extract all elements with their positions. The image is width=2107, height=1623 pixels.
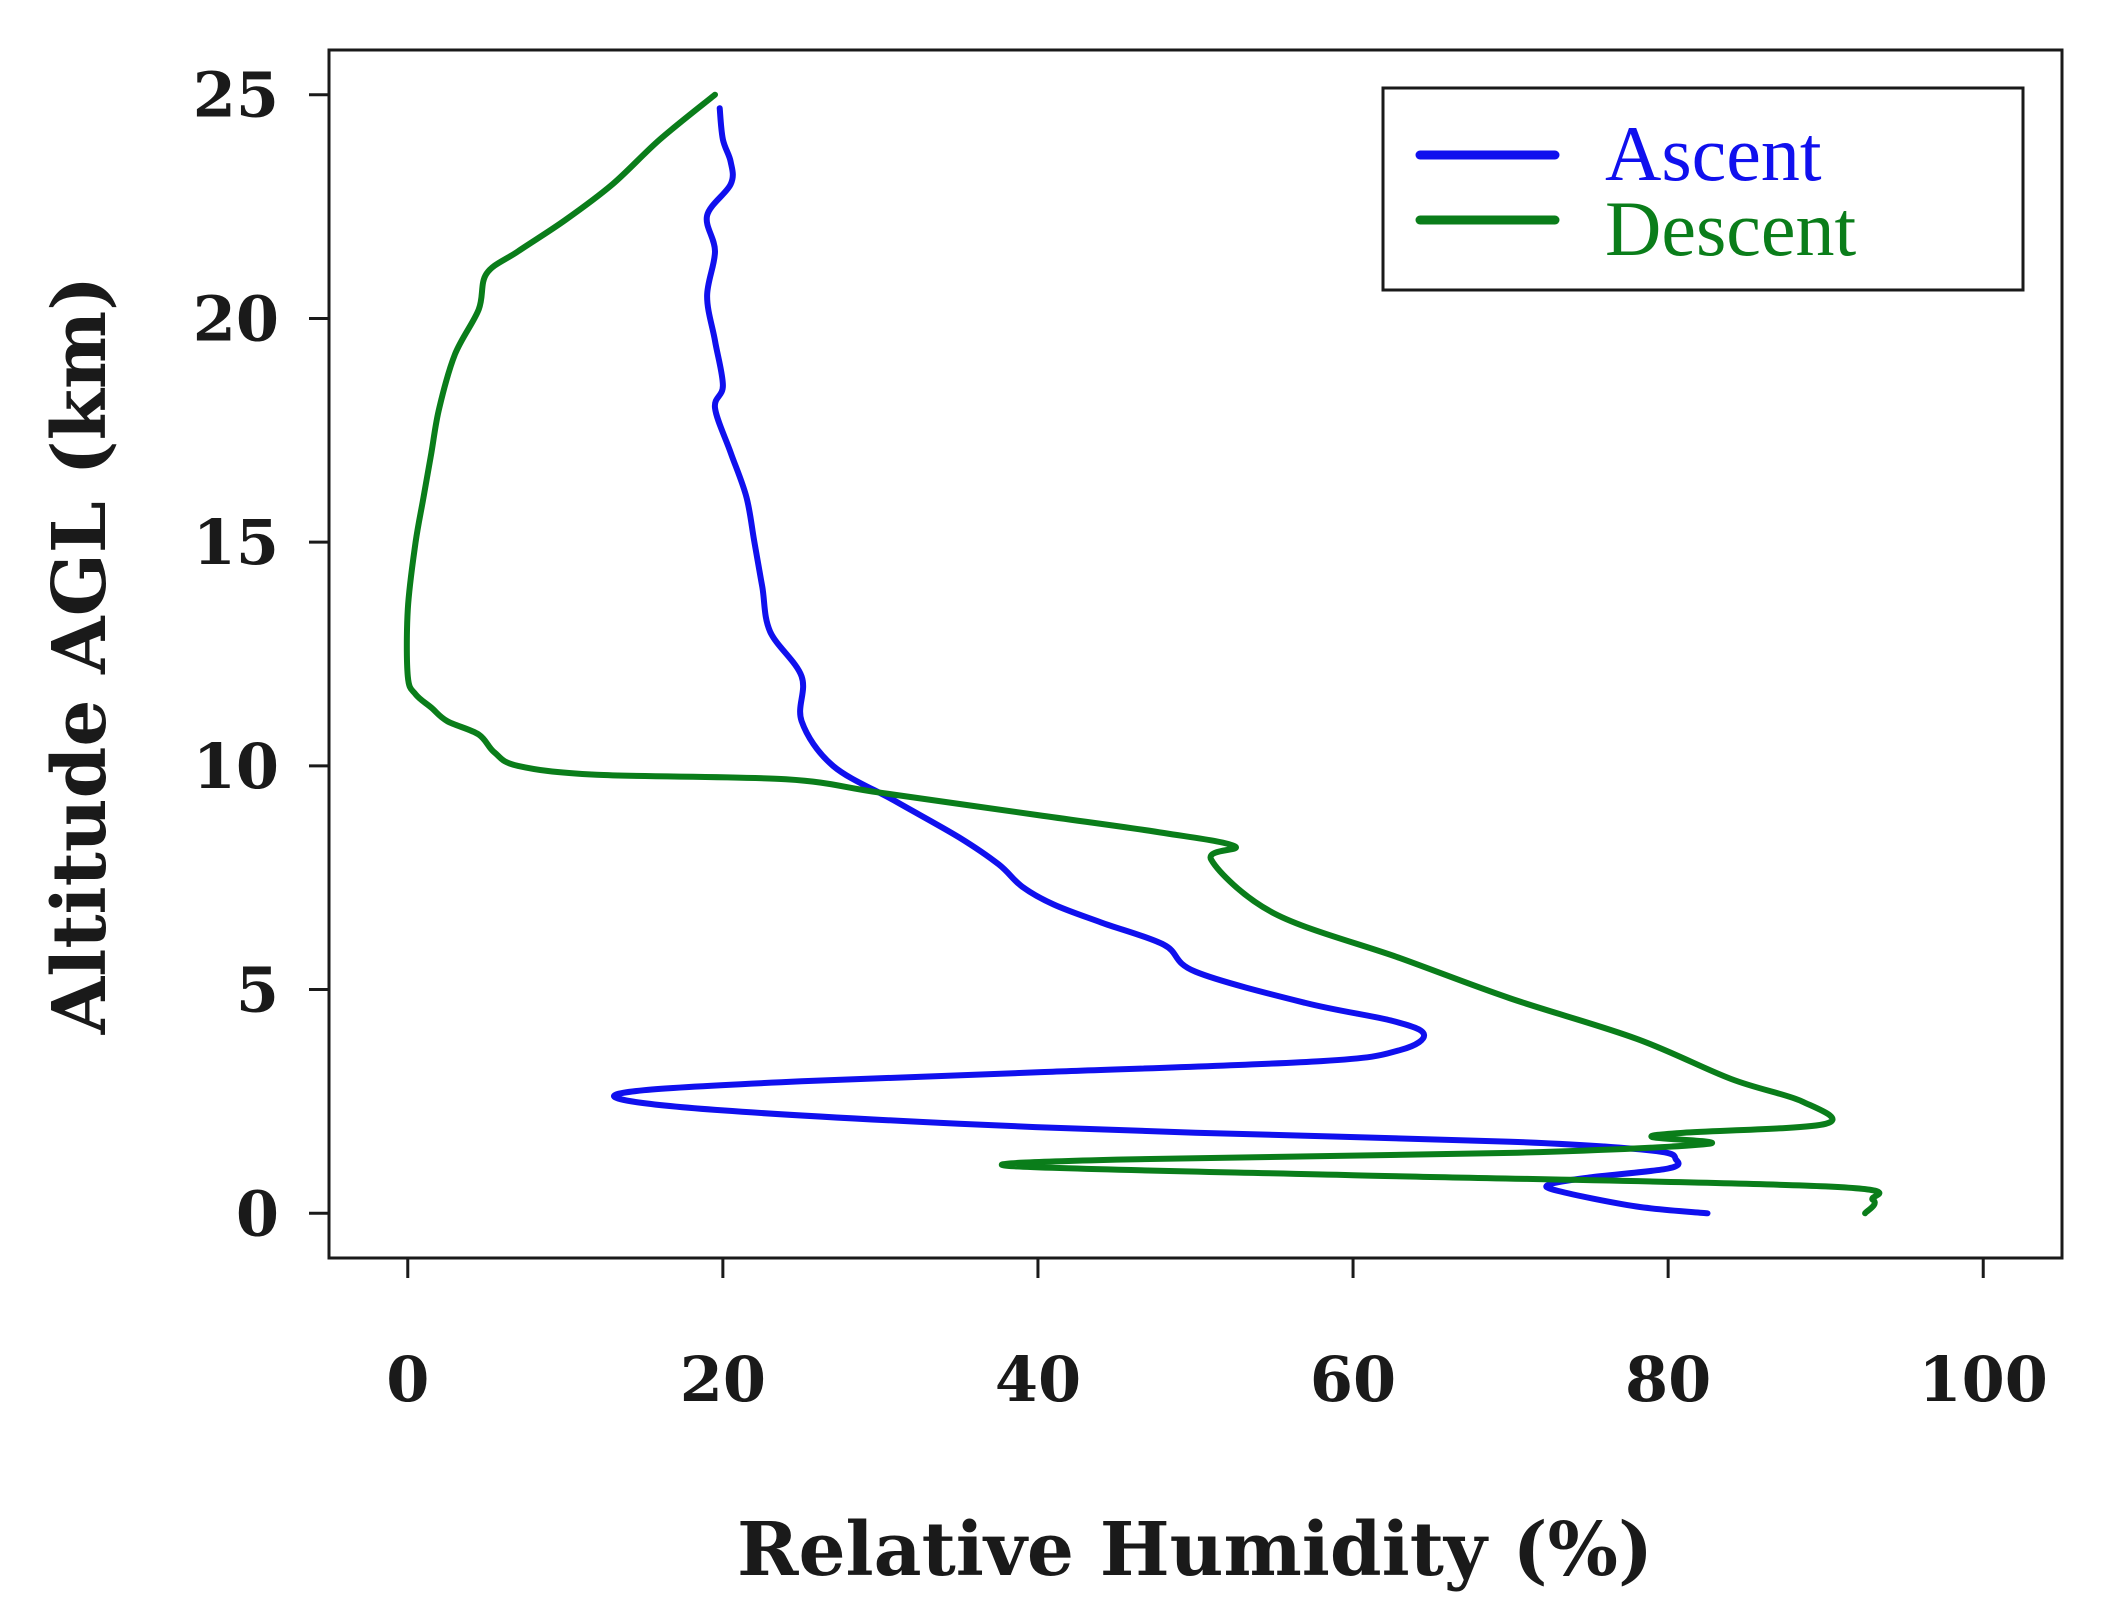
plot-frame [327, 48, 2064, 1260]
x-tick-label-40: 40 [995, 1343, 1081, 1416]
x-tick-label-60: 60 [1310, 1343, 1396, 1416]
series-line-descent [403, 91, 1883, 1217]
y-tick-label-0: 0 [236, 1177, 279, 1250]
series-lines [403, 91, 1883, 1217]
x-tick-label-0: 0 [386, 1343, 429, 1416]
y-tick-label-5: 5 [236, 954, 279, 1027]
y-tick-label-15: 15 [193, 506, 279, 579]
y-tick-label-25: 25 [193, 59, 279, 132]
legend-box [1381, 86, 2025, 292]
legend-label-ascent: Ascent [1605, 110, 1822, 197]
legend-label-descent: Descent [1605, 185, 1857, 272]
y-tick-label-20: 20 [193, 282, 279, 355]
axis-ticks: 0 20 40 60 80 100 0 5 10 15 20 25 [193, 59, 2048, 1416]
legend: Ascent Descent [1381, 86, 2025, 292]
series-line-ascent [611, 105, 1711, 1217]
y-axis-title: Altitude AGL (km) [37, 276, 123, 1035]
x-tick-label-80: 80 [1625, 1343, 1711, 1416]
y-tick-label-10: 10 [193, 730, 279, 803]
x-axis-title: Relative Humidity (%) [737, 1507, 1653, 1593]
x-tick-label-20: 20 [680, 1343, 766, 1416]
x-tick-label-100: 100 [1919, 1343, 2048, 1416]
